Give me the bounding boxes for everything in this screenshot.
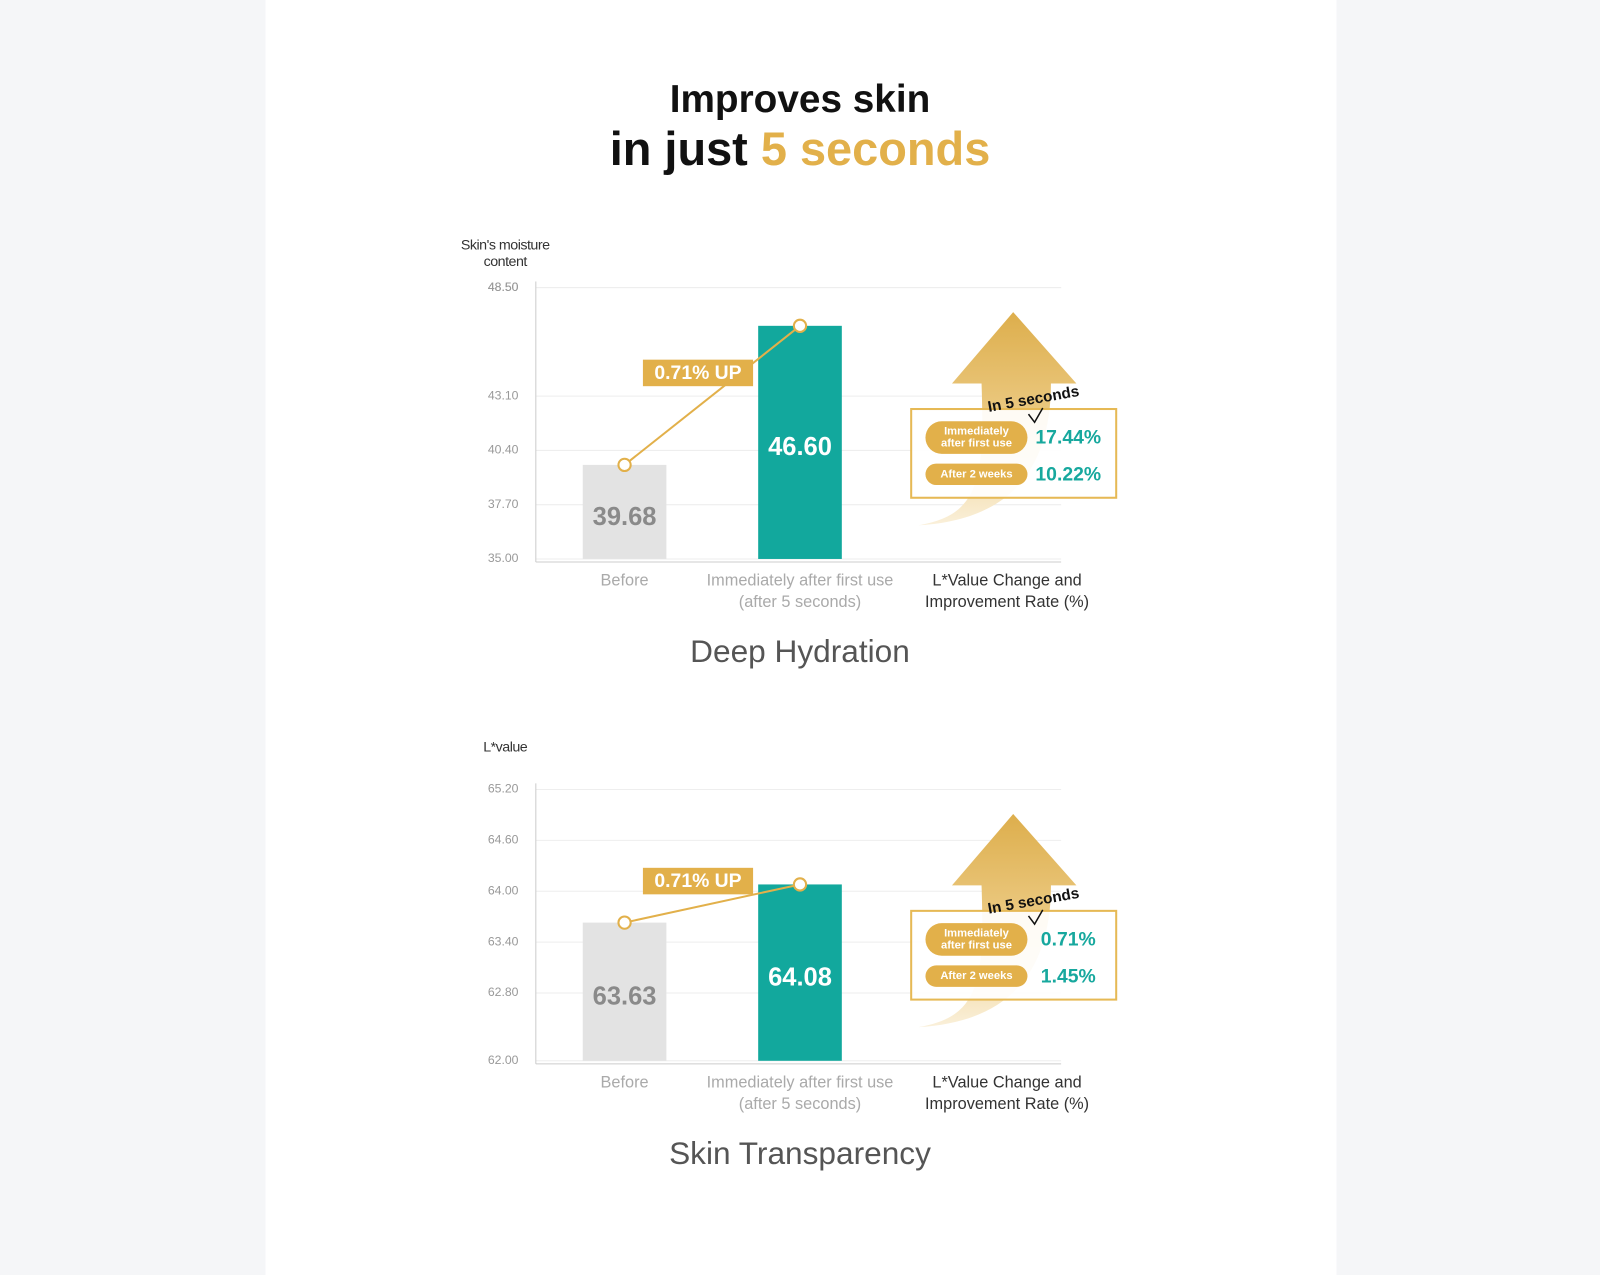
x-tick-label: Before: [601, 1074, 649, 1092]
data-point: [617, 915, 632, 930]
x-tick-label: Improvement Rate (%): [925, 1095, 1089, 1113]
rate-pill: [925, 965, 1028, 987]
rate-value: 1.45%: [1041, 965, 1096, 987]
y-tick-label: 43.10: [488, 388, 519, 402]
change-badge: [642, 867, 754, 895]
data-point: [792, 877, 808, 892]
y-tick-label: 62.80: [488, 985, 519, 999]
change-badge: [642, 359, 754, 387]
y-tick-label: 64.00: [488, 883, 519, 897]
change-line: [623, 325, 801, 466]
x-tick-label: L*Value Change and: [932, 1074, 1081, 1092]
y-tick-label: 62.00: [488, 1053, 519, 1067]
x-tick-label: (after 5 seconds): [739, 593, 861, 611]
rate-value: 0.71%: [1041, 929, 1096, 951]
header-line1: Improves skin: [670, 78, 931, 121]
header-text: in just: [610, 123, 748, 175]
change-label: 0.71% UP: [654, 870, 741, 892]
rate-value: 17.44%: [1035, 427, 1101, 449]
y-tick-label: 64.60: [488, 833, 519, 847]
header-highlight: 5 seconds: [761, 123, 990, 175]
y-tick-label: 48.50: [488, 280, 519, 294]
rate-label: after first use: [941, 438, 1012, 450]
y-tick-label: 63.40: [488, 934, 519, 948]
change-line: [624, 883, 801, 924]
data-point: [617, 457, 632, 473]
bar: [758, 884, 842, 1061]
rate-label: After 2 weeks: [940, 970, 1012, 982]
check-mark: [1027, 407, 1044, 424]
bar-value-label: 64.08: [768, 963, 832, 991]
x-tick-label: Improvement Rate (%): [925, 593, 1089, 611]
bar: [582, 464, 667, 559]
rate-label: After 2 weeks: [940, 468, 1012, 480]
y-tick-label: 48.50: [488, 280, 519, 294]
y-tick-label: 65.20: [488, 782, 519, 796]
y-tick-label: 40.40: [488, 443, 519, 457]
y-axis-label: L*value: [483, 739, 528, 755]
x-tick-label: Before: [601, 572, 649, 590]
x-tick-label: Immediately after first use: [707, 1074, 894, 1092]
x-tick-label: (after 5 seconds): [739, 1095, 861, 1113]
y-axis-label: Skin's moisture: [461, 238, 550, 254]
change-label: 0.71% UP: [654, 362, 741, 384]
rate-label: Immediately: [944, 425, 1010, 437]
rate-pill: [925, 421, 1028, 454]
rate-label: Immediately: [944, 927, 1010, 939]
bar-value-label: 63.63: [593, 983, 657, 1011]
rate-pill: [925, 923, 1028, 956]
bar: [758, 325, 842, 559]
y-tick-label: 37.70: [488, 497, 519, 511]
chart-title: Skin Transparency: [669, 1135, 931, 1171]
bar: [582, 922, 667, 1061]
chart-title: Deep Hydration: [690, 633, 910, 669]
x-tick-label: L*Value Change and: [932, 572, 1081, 590]
bar-value-label: 39.68: [593, 503, 657, 531]
y-axis-label: content: [484, 254, 528, 270]
y-tick-label: 35.00: [488, 551, 519, 565]
rate-value: 10.22%: [1035, 463, 1101, 485]
x-tick-label: Immediately after first use: [707, 572, 894, 590]
header-line2: in just 5 seconds: [610, 123, 991, 175]
rate-pill: [925, 463, 1028, 486]
bar-value-label: 46.60: [768, 433, 832, 461]
data-point: [792, 318, 808, 333]
content-panel: [265, 0, 1337, 1275]
check-mark: [1027, 909, 1044, 926]
rate-label: after first use: [941, 940, 1012, 952]
